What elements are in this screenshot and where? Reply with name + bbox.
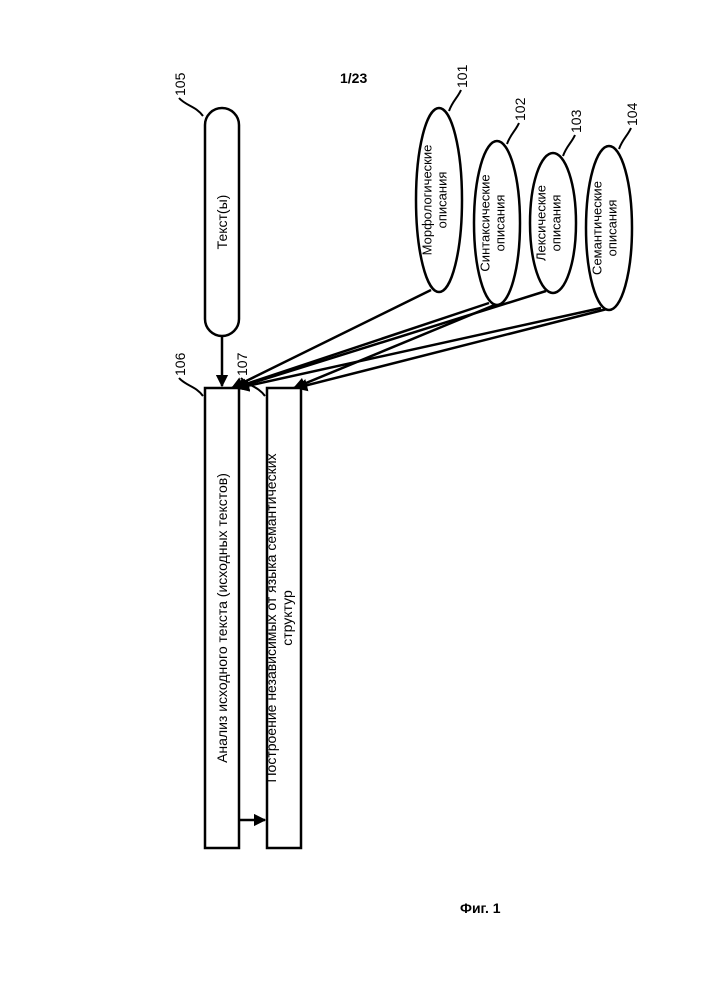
svg-text:106: 106 — [172, 352, 188, 376]
diagram-page: 1/23 Фиг. 1 МорфологическиеописанияСинта… — [0, 0, 707, 1000]
flowchart-svg: МорфологическиеописанияСинтаксическиеопи… — [0, 0, 707, 1000]
svg-text:Текст(ы): Текст(ы) — [214, 195, 230, 250]
svg-text:101: 101 — [454, 64, 470, 88]
svg-text:Анализ исходного текста (исход: Анализ исходного текста (исходных тексто… — [214, 473, 230, 763]
svg-text:107: 107 — [234, 352, 250, 376]
svg-text:102: 102 — [512, 97, 528, 121]
svg-text:104: 104 — [624, 102, 640, 126]
svg-text:Лексическиеописания: Лексическиеописания — [534, 185, 564, 261]
svg-text:105: 105 — [172, 72, 188, 96]
svg-text:103: 103 — [568, 109, 584, 133]
